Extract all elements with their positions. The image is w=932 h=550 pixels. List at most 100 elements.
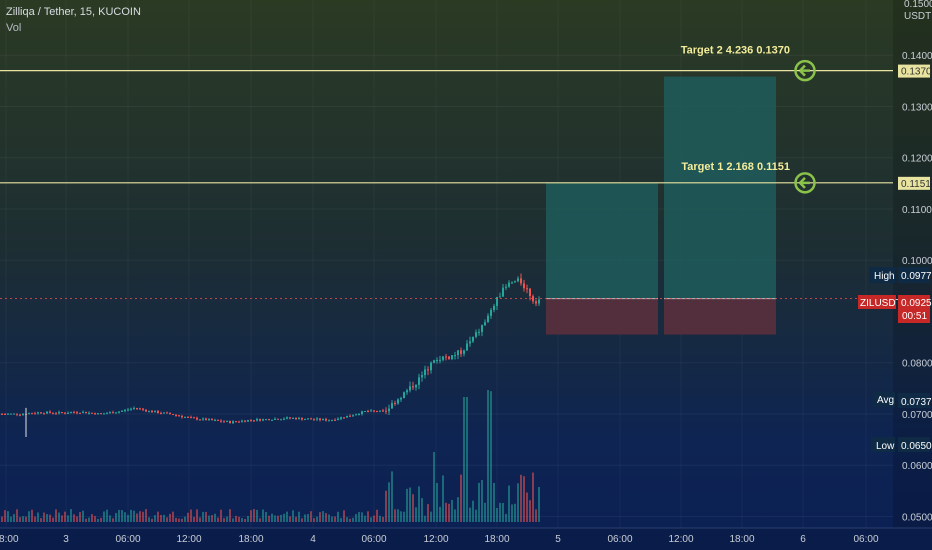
target-1-arrow-icon[interactable] [794, 172, 816, 194]
volume-bar [139, 511, 141, 522]
position-2-loss-zone[interactable] [664, 298, 776, 335]
candle-body [448, 356, 450, 359]
time-tick-label: 06:00 [853, 534, 878, 545]
candle-body [136, 407, 138, 409]
volume-bar [91, 514, 93, 522]
volume-bar [364, 515, 366, 522]
volume-bar [199, 517, 201, 522]
volume-bar [436, 483, 438, 522]
volume-bar [292, 510, 294, 522]
volume-bar [244, 518, 246, 522]
candle-body [241, 420, 243, 422]
volume-bar [193, 516, 195, 522]
candle-body [331, 419, 333, 421]
candle-body [346, 415, 348, 418]
candle-body [184, 416, 186, 418]
candle-body [31, 413, 33, 415]
candle-body [124, 409, 126, 411]
candle-body [511, 282, 513, 284]
volume-bar [100, 517, 102, 522]
candle-body [430, 362, 432, 371]
avg-label: Avg [877, 395, 894, 406]
volume-bar [289, 516, 291, 522]
volume-bar [373, 515, 375, 522]
volume-bar [451, 499, 453, 522]
position-1-loss-zone[interactable] [546, 298, 658, 335]
candle-body [373, 410, 375, 412]
candle-body [226, 421, 228, 423]
candle-body [325, 419, 327, 421]
volume-bar [115, 512, 117, 522]
volume-bar [154, 515, 156, 522]
candle-body [523, 283, 525, 289]
volume-bar [256, 509, 258, 522]
candle-body [475, 332, 477, 337]
candle-body [292, 417, 294, 419]
position-2-profit-zone[interactable] [664, 76, 776, 299]
avg-value: 0.0737 [901, 397, 932, 408]
candle-body [193, 417, 195, 419]
volume-bar [118, 509, 120, 522]
volume-bar [109, 515, 111, 522]
volume-bar [259, 518, 261, 522]
price-tick-label: 0.1300 [902, 102, 932, 113]
volume-bar [412, 494, 414, 522]
target-2-arrow-icon[interactable] [794, 59, 816, 82]
volume-bar [172, 511, 174, 522]
price-axis[interactable]: 0.1500 USDT 0.1400 0.1300 0.1200 0.1100 0.10… [858, 0, 932, 528]
candle-body [520, 278, 522, 284]
volume-bar [514, 503, 516, 522]
candle-body [526, 288, 528, 290]
volume-bar [184, 516, 186, 522]
candle-body [295, 417, 297, 420]
time-axis[interactable]: 18:00 3 06:00 12:00 18:00 4 06:00 12:00 18:00 5 06… [0, 527, 932, 550]
volume-bar [49, 514, 51, 522]
volume-bar [85, 518, 87, 522]
volume-bar [538, 487, 540, 522]
candle-body [37, 412, 39, 414]
candle-body [238, 421, 240, 423]
candle-body [172, 413, 174, 415]
time-tick-label: 06:00 [607, 534, 632, 545]
candle-body [364, 410, 366, 412]
candle-body [16, 413, 18, 415]
candle-body [499, 296, 501, 298]
candle-body [190, 417, 192, 419]
volume-bar [442, 475, 444, 522]
candle-body [355, 414, 357, 416]
position-zones[interactable] [546, 76, 776, 335]
volume-bar [421, 498, 423, 522]
volume-bar [481, 480, 483, 522]
volume-bar [358, 512, 360, 522]
candle-body [214, 419, 216, 421]
volume-bar [1, 516, 3, 522]
position-1-profit-zone[interactable] [546, 182, 658, 299]
candle-body [418, 377, 420, 385]
candle-body [97, 413, 99, 415]
volume-bar [472, 500, 474, 522]
candle-body [451, 355, 453, 359]
volume-bar [346, 517, 348, 522]
volume-bar [487, 389, 489, 522]
volume-bar [7, 511, 9, 522]
candle-body [178, 415, 180, 417]
candle-body [427, 369, 429, 371]
target-lines[interactable]: Target 2 4.236 0.1370 Target 1 2.168 0.1… [0, 45, 893, 300]
candle-body [358, 414, 360, 416]
time-tick-label: 18:00 [0, 534, 19, 545]
candle-body [40, 412, 42, 414]
candle-body [490, 309, 492, 316]
candle-body [49, 411, 51, 413]
volume-bar [76, 516, 78, 522]
candle-body [205, 418, 207, 421]
candle-body [421, 375, 423, 378]
volume-bar [535, 509, 537, 522]
candle-body [409, 386, 411, 391]
candle-body [454, 355, 456, 357]
candle-body [76, 412, 78, 414]
volume-bar [61, 515, 63, 522]
volume-bar [136, 513, 138, 522]
candle-body [517, 278, 519, 282]
volume-bar [361, 512, 363, 522]
